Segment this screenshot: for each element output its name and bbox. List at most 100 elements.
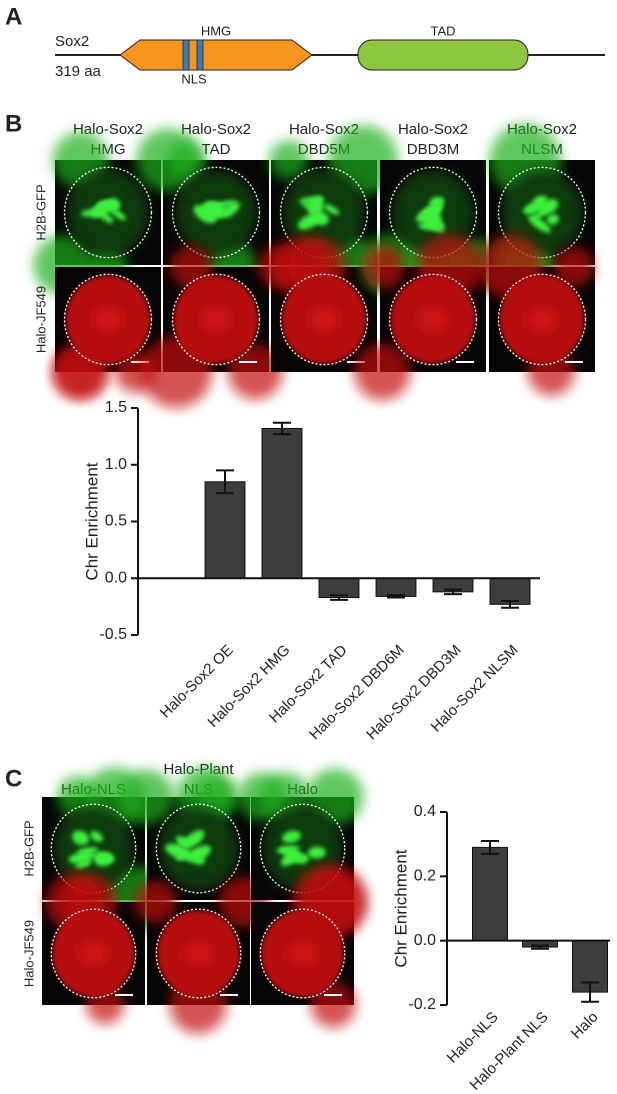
chromosome: [75, 859, 92, 869]
row-label: Halo-JF549: [21, 920, 36, 987]
micrograph: [258, 236, 377, 372]
chromosome: [99, 211, 114, 224]
neighbor-cell: [195, 777, 235, 817]
micrograph: [42, 767, 171, 934]
chromosome: [311, 211, 329, 226]
error-bar: [531, 944, 549, 950]
error-bar: [444, 588, 462, 596]
neighbor-cell: [554, 247, 594, 287]
cell-outline: [155, 803, 242, 894]
micrograph: [353, 234, 486, 401]
y-tick-label: 1.0: [105, 456, 127, 473]
neighbor-cell: [269, 140, 309, 180]
micrograph: [140, 245, 283, 408]
domain-diagram: Sox2 319 aa HMG NLS TAD: [55, 23, 605, 86]
domain-label: HMG: [201, 23, 231, 38]
cell-outline: [279, 273, 369, 366]
panel-label: B: [5, 110, 22, 137]
micrograph: [33, 131, 161, 295]
error-bar: [481, 839, 499, 855]
chromatin: [287, 941, 318, 966]
y-tick-label: 0.0: [105, 569, 127, 586]
chromosome: [282, 830, 301, 844]
cell-outline: [50, 908, 137, 999]
chromosome: [302, 202, 320, 212]
chromosome: [110, 208, 126, 221]
y-tick-label: 0.5: [105, 513, 127, 530]
chromosome: [212, 203, 226, 218]
micrograph: [134, 876, 270, 1034]
y-axis-label: Chr Enrichment: [82, 462, 101, 580]
chromatin: [183, 941, 214, 966]
chromosome: [93, 200, 113, 213]
chromatin: [526, 306, 558, 333]
column-label: Halo-Sox2: [398, 121, 468, 138]
cell-outline: [50, 803, 137, 894]
error-bar: [581, 981, 599, 1003]
column-label: TAD: [202, 141, 231, 158]
chromosome: [72, 830, 90, 846]
column-label: DBD3M: [407, 141, 460, 158]
chromosome: [185, 845, 212, 863]
y-tick-label: 0.4: [414, 803, 436, 820]
cell-outline: [171, 273, 261, 366]
neighbor-cell: [136, 128, 200, 192]
chromosome: [429, 196, 445, 208]
panel-label: A: [5, 3, 22, 30]
cell-outline: [497, 273, 587, 366]
y-tick-label: 0.0: [414, 932, 436, 949]
bar: [204, 481, 246, 579]
chromosome: [178, 837, 195, 846]
cell-outline: [388, 273, 478, 366]
micrograph: [478, 234, 595, 396]
bar: [472, 846, 508, 942]
protein-name: Sox2: [55, 33, 89, 50]
neighbor-cell: [362, 245, 406, 289]
x-tick-label: Halo: [568, 1009, 602, 1043]
chromatin: [92, 306, 124, 333]
row-label: Halo-JF549: [33, 286, 48, 353]
error-bar: [330, 594, 348, 601]
error-bar: [387, 594, 405, 599]
tad-domain: [357, 39, 529, 71]
y-tick-label: -0.5: [99, 626, 127, 643]
chromatin: [417, 306, 449, 333]
error-bar: [216, 469, 234, 495]
chromosome: [299, 196, 322, 204]
cell-outline: [259, 803, 346, 894]
hmg-domain: [119, 39, 313, 71]
chromosome: [546, 214, 559, 225]
x-tick-label: Halo-Sox2 DBD3M: [363, 642, 465, 744]
chromosome: [281, 851, 298, 867]
cell-outline: [63, 166, 153, 259]
error-bar: [273, 421, 291, 436]
neighbor-cell: [119, 769, 175, 825]
chromosome: [193, 204, 217, 224]
micrograph: [42, 873, 145, 1025]
chromosome: [90, 831, 103, 843]
x-tick-label: Halo-Sox2 DBD6M: [306, 642, 408, 744]
chromosome: [94, 853, 114, 867]
y-axis-label: Chr Enrichment: [391, 849, 410, 967]
chromosome: [77, 847, 99, 855]
neighbor-cell: [134, 881, 177, 923]
chromosome: [323, 204, 340, 215]
cell-outline: [259, 908, 346, 999]
domain-label: NLS: [181, 71, 207, 86]
domain-label: TAD: [430, 23, 455, 38]
micrograph: [52, 267, 161, 400]
nucleus: [283, 170, 365, 255]
chromatin: [78, 941, 109, 966]
neighbor-cell: [228, 344, 283, 400]
bar: [375, 577, 417, 597]
cell-outline: [171, 166, 261, 259]
protein-length: 319 aa: [55, 63, 102, 80]
neighbor-cell: [306, 768, 364, 826]
chromosome: [276, 845, 301, 853]
nls-box: [196, 39, 204, 71]
bar: [261, 427, 303, 579]
chromosome: [307, 846, 326, 859]
nls-box: [182, 39, 190, 71]
chromosome: [193, 856, 206, 865]
